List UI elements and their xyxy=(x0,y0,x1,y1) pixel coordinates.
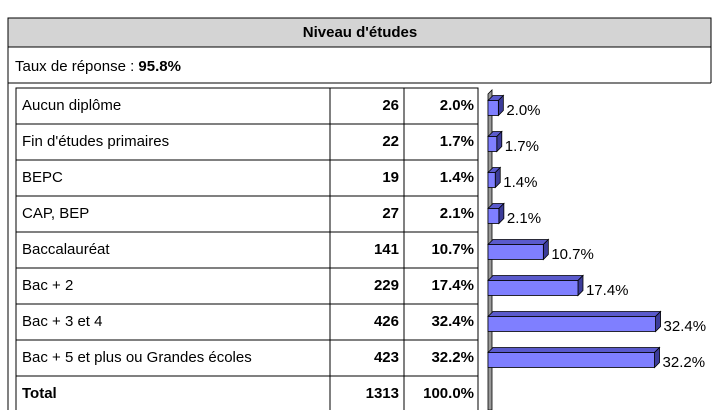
row-label: Aucun diplôme xyxy=(22,97,121,114)
row-label: Fin d'études primaires xyxy=(22,133,169,150)
bar-top xyxy=(487,275,584,281)
row-percent: 2.0% xyxy=(440,97,474,114)
bar-label: 1.4% xyxy=(503,174,537,191)
bar xyxy=(487,280,579,296)
bar xyxy=(487,352,655,368)
row-count: 19 xyxy=(382,169,399,186)
header-title: Niveau d'études xyxy=(303,24,417,41)
row-percent: 1.4% xyxy=(440,169,474,186)
bar xyxy=(487,316,656,332)
total-count: 1313 xyxy=(366,385,399,402)
row-count: 229 xyxy=(374,277,399,294)
row-count: 22 xyxy=(382,133,399,150)
table-border xyxy=(15,87,479,410)
bar xyxy=(487,136,498,152)
row-percent: 10.7% xyxy=(431,241,474,258)
row-label: Bac + 2 xyxy=(22,277,73,294)
bar-label: 17.4% xyxy=(586,282,629,299)
bar xyxy=(487,100,499,116)
row-count: 423 xyxy=(374,349,399,366)
bar xyxy=(487,244,544,260)
bar xyxy=(487,172,496,188)
bar-label: 2.0% xyxy=(506,102,540,119)
total-label: Total xyxy=(22,385,57,402)
row-percent: 2.1% xyxy=(440,205,474,222)
row-count: 27 xyxy=(382,205,399,222)
row-label: Bac + 3 et 4 xyxy=(22,313,102,330)
row-count: 141 xyxy=(374,241,399,258)
bar-top xyxy=(487,239,550,245)
response-rate: Taux de réponse : 95.8% xyxy=(15,58,181,75)
bar xyxy=(487,208,500,224)
response-value: 95.8% xyxy=(138,58,181,75)
row-count: 26 xyxy=(382,97,399,114)
row-count: 426 xyxy=(374,313,399,330)
bar-label: 1.7% xyxy=(505,138,539,155)
bar-label: 2.1% xyxy=(507,210,541,227)
row-label: Baccalauréat xyxy=(22,241,110,258)
bar-label: 32.2% xyxy=(663,354,706,371)
bar-top xyxy=(487,347,661,353)
bar-label: 32.4% xyxy=(664,318,707,335)
row-label: Bac + 5 et plus ou Grandes écoles xyxy=(22,349,252,366)
row-percent: 32.2% xyxy=(431,349,474,366)
header-box xyxy=(7,17,712,48)
bar-top xyxy=(487,311,662,317)
row-percent: 1.7% xyxy=(440,133,474,150)
bar-label: 10.7% xyxy=(551,246,594,263)
total-percent: 100.0% xyxy=(423,385,474,402)
row-percent: 32.4% xyxy=(431,313,474,330)
row-label: CAP, BEP xyxy=(22,205,89,222)
row-percent: 17.4% xyxy=(431,277,474,294)
row-label: BEPC xyxy=(22,169,63,186)
response-label: Taux de réponse : xyxy=(15,58,138,75)
